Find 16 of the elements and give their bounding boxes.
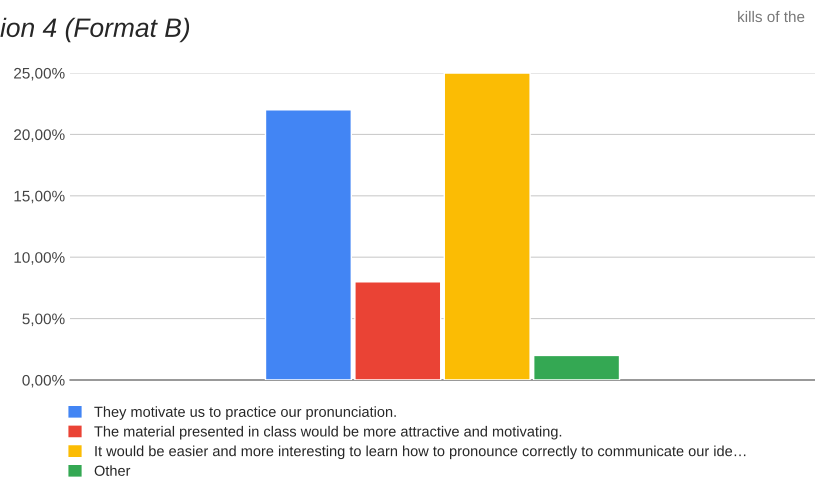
legend-label: The material presented in class would be more attractive and motivating. xyxy=(94,426,562,440)
text: kills of the xyxy=(738,10,804,22)
y-tick-label: 10,00% xyxy=(14,252,65,265)
bar xyxy=(444,73,531,380)
y-tick-label: 5,00% xyxy=(22,313,65,326)
bar xyxy=(532,354,620,380)
y-tick-label: 15,00% xyxy=(14,190,65,204)
chart-title: ion 4 (Format B) xyxy=(0,18,190,42)
bar xyxy=(354,281,442,380)
legend-label: Other xyxy=(94,465,130,476)
y-tick-label: 20,00% xyxy=(14,129,65,142)
legend-label: They motivate us to practice our pronunciation. xyxy=(94,406,396,420)
bar xyxy=(264,109,352,380)
legend-label: It would be easier and more interesting to learn how to pronounce correctly to communicate our ide… xyxy=(95,446,746,460)
y-tick-label: 0,00% xyxy=(22,374,65,388)
y-tick-label: 25,00% xyxy=(14,68,65,80)
